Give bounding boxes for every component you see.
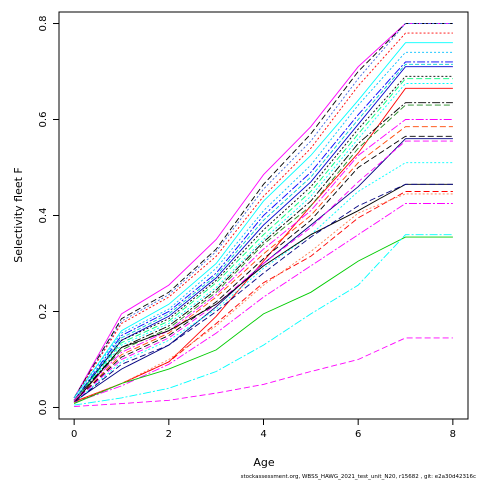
series-line-6 xyxy=(73,51,453,399)
y-tick-label-0.4: 0.4 xyxy=(38,208,49,224)
series-line-1 xyxy=(73,23,453,399)
series-line-10 xyxy=(73,75,453,401)
y-tick-label-0.2: 0.2 xyxy=(38,304,49,320)
series-line-28 xyxy=(74,234,453,406)
x-axis-title: Age xyxy=(253,456,275,469)
series-line-18 xyxy=(73,135,453,403)
y-tick-label-0.8: 0.8 xyxy=(38,16,49,32)
series-line-5 xyxy=(73,42,453,399)
x-tick-label-0: 0 xyxy=(71,429,77,440)
series-line-4 xyxy=(73,32,453,399)
series-line-23 xyxy=(73,183,453,404)
series-line-15 xyxy=(73,104,453,401)
series-line-2 xyxy=(73,23,453,399)
series-line-29 xyxy=(74,337,453,407)
x-tick-label-6: 6 xyxy=(355,429,361,440)
series-line-27 xyxy=(73,236,453,405)
y-axis-title: Selectivity fleet F xyxy=(12,167,25,262)
series-line-26 xyxy=(73,193,453,404)
series-line-20 xyxy=(73,140,453,403)
series-line-24 xyxy=(73,191,453,404)
series-line-17 xyxy=(73,126,453,403)
footer-note: stockassessment.org, WBSS_HAWG_2021_test… xyxy=(241,474,476,480)
series-line-22 xyxy=(73,183,453,403)
series-layer xyxy=(73,23,453,407)
series-line-11 xyxy=(73,78,453,401)
series-line-7 xyxy=(73,61,453,401)
series-line-21 xyxy=(73,162,453,404)
y-tick-label-0.6: 0.6 xyxy=(38,112,49,128)
series-line-3 xyxy=(73,23,453,399)
y-tick-label-0.0: 0.0 xyxy=(38,400,49,416)
x-tick-label-2: 2 xyxy=(166,429,172,440)
series-line-14 xyxy=(73,102,453,401)
axis-layer: 0 2 4 6 8 0.0 0.2 0.4 0.6 0.8 xyxy=(38,16,456,440)
series-line-16 xyxy=(73,119,453,401)
x-tick-label-8: 8 xyxy=(450,429,456,440)
x-tick-label-4: 4 xyxy=(260,429,266,440)
series-line-9 xyxy=(73,66,453,401)
series-line-8 xyxy=(73,63,453,401)
